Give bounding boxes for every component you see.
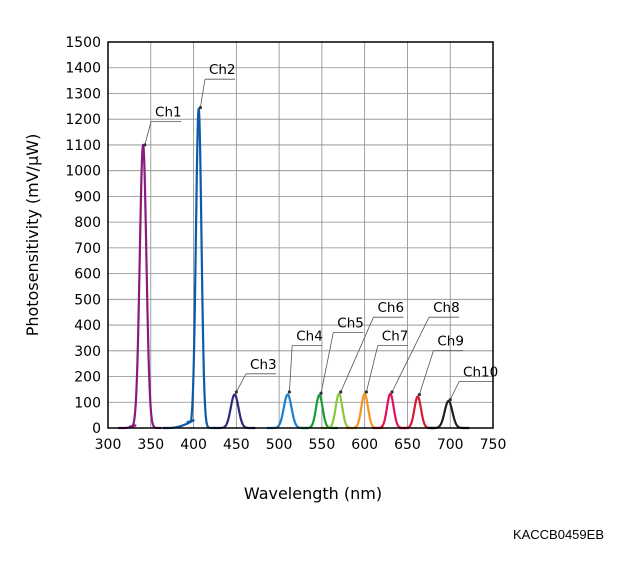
- plot-frame: [107, 41, 494, 429]
- x-tick-label-600: 600: [351, 437, 378, 453]
- y-tick-label-1000: 1000: [65, 164, 101, 180]
- x-tick-labels: 300 350 400 450 500 550 600 650 700 750: [95, 437, 507, 453]
- leader-line-ch2: [200, 78, 235, 108]
- y-tick-label-1200: 1200: [65, 112, 101, 128]
- annotation-ch1: Ch1: [143, 105, 182, 147]
- annotation-ch3: Ch3: [234, 357, 277, 394]
- y-axis-label: Photosensitivity (mV/μW): [23, 134, 42, 337]
- annotation-ch8: Ch8: [390, 300, 460, 394]
- series-label-ch2: Ch2: [209, 62, 236, 78]
- y-tick-labels: 0 100 200 300 400 500 600 700 800 900 1000 1100 1200…: [65, 35, 101, 437]
- x-tick-label-350: 350: [137, 437, 164, 453]
- x-tick-label-450: 450: [223, 437, 250, 453]
- leader-line-ch10: [449, 381, 494, 400]
- leader-point-ch7: [364, 390, 368, 394]
- y-tick-label-1300: 1300: [65, 86, 101, 102]
- leader-line-ch8: [391, 316, 460, 393]
- annotation-ch2: Ch2: [198, 62, 236, 110]
- series-label-ch8: Ch8: [433, 300, 460, 316]
- leader-line-ch6: [340, 316, 404, 393]
- series-label-ch1: Ch1: [155, 105, 182, 121]
- series-label-ch3: Ch3: [250, 357, 277, 373]
- series-line-ch10: [427, 399, 470, 430]
- leader-point-ch5: [319, 391, 323, 395]
- annotation-ch6: Ch6: [339, 300, 405, 394]
- annotation-ch10: Ch10: [448, 365, 498, 402]
- leader-line-ch9: [419, 350, 464, 395]
- y-tick-label-1100: 1100: [65, 138, 101, 154]
- leader-line-ch3: [235, 373, 276, 393]
- series-label-ch9: Ch9: [437, 334, 464, 350]
- x-tick-label-700: 700: [437, 437, 464, 453]
- x-tick-label-750: 750: [480, 437, 507, 453]
- y-tick-label-1400: 1400: [65, 61, 101, 77]
- series-line-ch1: [118, 143, 162, 430]
- x-axis-label: Wavelength (nm): [244, 484, 382, 503]
- y-tick-label-0: 0: [92, 421, 101, 437]
- series-line-ch8: [371, 392, 409, 430]
- y-tick-label-400: 400: [74, 318, 101, 334]
- y-tick-label-900: 900: [74, 189, 101, 205]
- chart-curves: [118, 107, 470, 430]
- x-tick-label-300: 300: [95, 437, 122, 453]
- y-tick-label-800: 800: [74, 215, 101, 231]
- series-line-ch3: [213, 393, 256, 430]
- series-line-ch9: [399, 395, 437, 430]
- leader-point-ch10: [448, 398, 452, 402]
- leader-point-ch1: [143, 143, 147, 147]
- series-line-ch2: [162, 107, 215, 430]
- leader-point-ch2: [198, 106, 202, 110]
- leader-line-ch5: [320, 332, 364, 394]
- leader-line-ch1: [144, 121, 182, 146]
- leader-line-ch7: [366, 345, 408, 393]
- series-label-ch4: Ch4: [296, 329, 323, 345]
- x-tick-label-550: 550: [309, 437, 336, 453]
- leader-line-ch4: [289, 345, 323, 393]
- y-tick-label-600: 600: [74, 267, 101, 283]
- annotation-ch5: Ch5: [319, 316, 364, 395]
- leader-point-ch9: [417, 392, 422, 397]
- series-label-ch10: Ch10: [463, 365, 498, 381]
- x-tick-label-500: 500: [266, 437, 293, 453]
- leader-point-ch4: [287, 390, 291, 394]
- chart-annotations: Ch1 Ch2 Ch3 Ch4 Ch5 Ch6 Ch7 Ch8 Ch9 Ch10: [143, 62, 498, 402]
- y-tick-label-200: 200: [74, 370, 101, 386]
- annotation-ch4: Ch4: [287, 329, 323, 394]
- y-tick-label-500: 500: [74, 292, 101, 308]
- chart-grid: [107, 41, 494, 429]
- x-tick-label-650: 650: [394, 437, 421, 453]
- y-tick-label-100: 100: [74, 395, 101, 411]
- series-label-ch5: Ch5: [337, 316, 364, 332]
- y-tick-label-700: 700: [74, 241, 101, 257]
- figure-code: KACCB0459EB: [513, 527, 604, 542]
- annotation-ch9: Ch9: [417, 334, 464, 397]
- y-tick-label-300: 300: [74, 344, 101, 360]
- x-tick-label-400: 400: [180, 437, 207, 453]
- series-line-ch4: [266, 393, 309, 430]
- y-tick-label-1500: 1500: [65, 35, 101, 51]
- leader-point-ch6: [339, 390, 343, 394]
- series-label-ch7: Ch7: [382, 329, 409, 345]
- annotation-ch7: Ch7: [364, 329, 409, 394]
- leader-point-ch3: [234, 390, 238, 394]
- series-label-ch6: Ch6: [378, 300, 405, 316]
- leader-point-ch8: [390, 390, 394, 394]
